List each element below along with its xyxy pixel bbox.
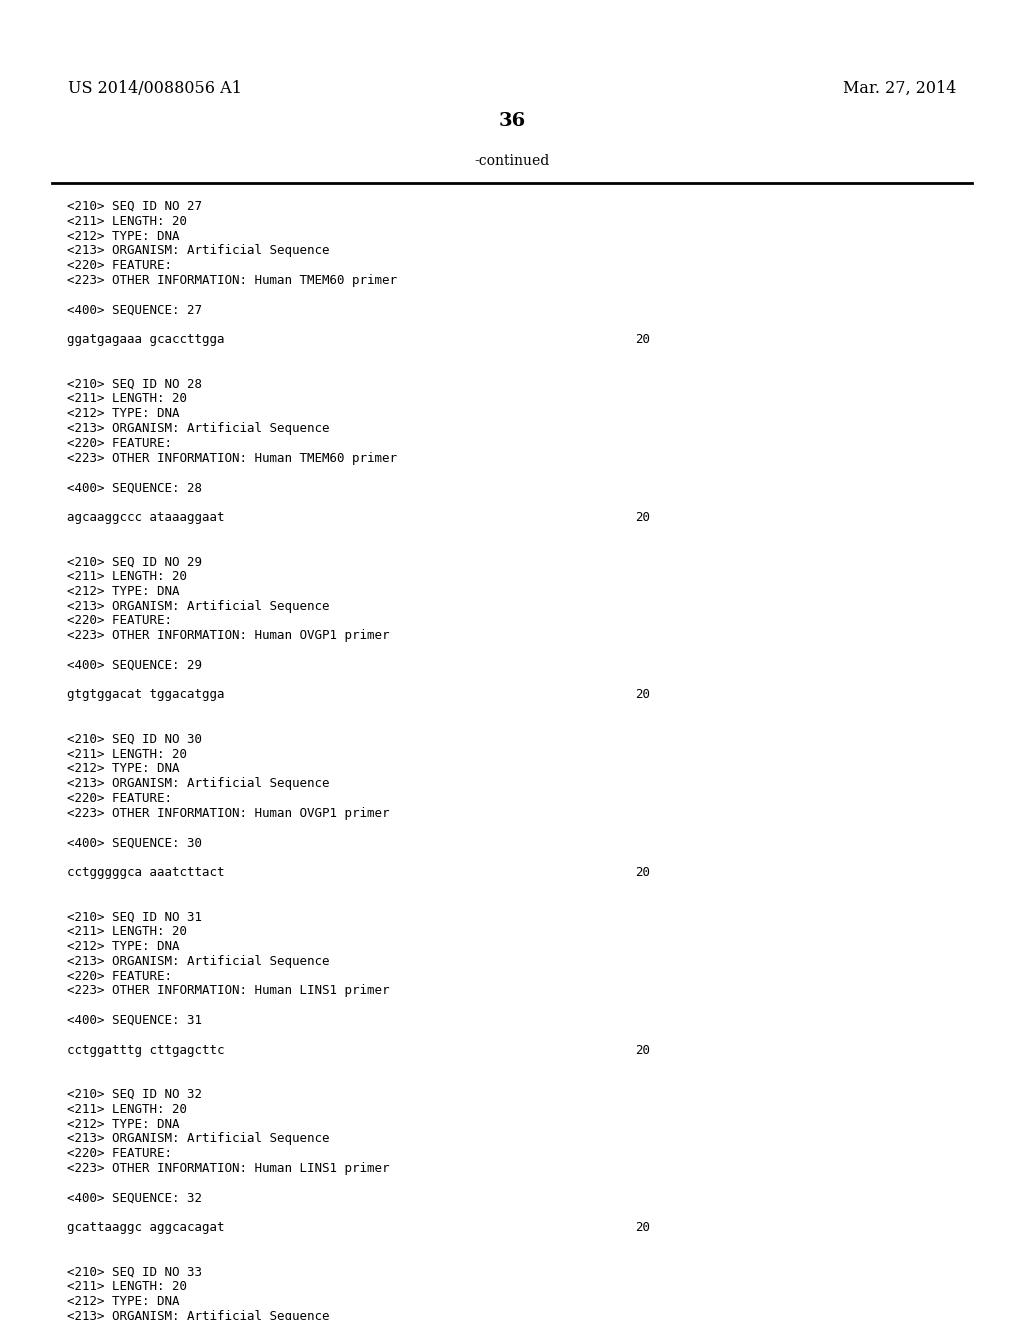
Text: cctggatttg cttgagcttc: cctggatttg cttgagcttc [67, 1044, 224, 1056]
Text: <223> OTHER INFORMATION: Human TMEM60 primer: <223> OTHER INFORMATION: Human TMEM60 pr… [67, 451, 397, 465]
Text: <223> OTHER INFORMATION: Human OVGP1 primer: <223> OTHER INFORMATION: Human OVGP1 pri… [67, 630, 389, 643]
Text: <220> FEATURE:: <220> FEATURE: [67, 437, 172, 450]
Text: <210> SEQ ID NO 29: <210> SEQ ID NO 29 [67, 556, 202, 568]
Text: <212> TYPE: DNA: <212> TYPE: DNA [67, 585, 179, 598]
Text: <211> LENGTH: 20: <211> LENGTH: 20 [67, 925, 187, 939]
Text: <400> SEQUENCE: 28: <400> SEQUENCE: 28 [67, 482, 202, 494]
Text: <223> OTHER INFORMATION: Human OVGP1 primer: <223> OTHER INFORMATION: Human OVGP1 pri… [67, 807, 389, 820]
Text: <212> TYPE: DNA: <212> TYPE: DNA [67, 763, 179, 775]
Text: <210> SEQ ID NO 28: <210> SEQ ID NO 28 [67, 378, 202, 391]
Text: Mar. 27, 2014: Mar. 27, 2014 [843, 81, 956, 96]
Text: <400> SEQUENCE: 29: <400> SEQUENCE: 29 [67, 659, 202, 672]
Text: <211> LENGTH: 20: <211> LENGTH: 20 [67, 1280, 187, 1294]
Text: <220> FEATURE:: <220> FEATURE: [67, 792, 172, 805]
Text: 20: 20 [635, 511, 650, 524]
Text: agcaaggccc ataaaggaat: agcaaggccc ataaaggaat [67, 511, 224, 524]
Text: <210> SEQ ID NO 32: <210> SEQ ID NO 32 [67, 1088, 202, 1101]
Text: US 2014/0088056 A1: US 2014/0088056 A1 [68, 81, 242, 96]
Text: 20: 20 [635, 1221, 650, 1234]
Text: <212> TYPE: DNA: <212> TYPE: DNA [67, 407, 179, 420]
Text: <210> SEQ ID NO 30: <210> SEQ ID NO 30 [67, 733, 202, 746]
Text: <400> SEQUENCE: 31: <400> SEQUENCE: 31 [67, 1014, 202, 1027]
Text: <211> LENGTH: 20: <211> LENGTH: 20 [67, 392, 187, 405]
Text: gcattaaggc aggcacagat: gcattaaggc aggcacagat [67, 1221, 224, 1234]
Text: <213> ORGANISM: Artificial Sequence: <213> ORGANISM: Artificial Sequence [67, 777, 330, 791]
Text: <212> TYPE: DNA: <212> TYPE: DNA [67, 1295, 179, 1308]
Text: <211> LENGTH: 20: <211> LENGTH: 20 [67, 570, 187, 583]
Text: 20: 20 [635, 866, 650, 879]
Text: <220> FEATURE:: <220> FEATURE: [67, 1147, 172, 1160]
Text: <223> OTHER INFORMATION: Human LINS1 primer: <223> OTHER INFORMATION: Human LINS1 pri… [67, 985, 389, 998]
Text: -continued: -continued [474, 154, 550, 168]
Text: 36: 36 [499, 112, 525, 129]
Text: ggatgagaaa gcaccttgga: ggatgagaaa gcaccttgga [67, 333, 224, 346]
Text: <400> SEQUENCE: 27: <400> SEQUENCE: 27 [67, 304, 202, 317]
Text: gtgtggacat tggacatgga: gtgtggacat tggacatgga [67, 689, 224, 701]
Text: <213> ORGANISM: Artificial Sequence: <213> ORGANISM: Artificial Sequence [67, 244, 330, 257]
Text: <220> FEATURE:: <220> FEATURE: [67, 259, 172, 272]
Text: <223> OTHER INFORMATION: Human LINS1 primer: <223> OTHER INFORMATION: Human LINS1 pri… [67, 1162, 389, 1175]
Text: <212> TYPE: DNA: <212> TYPE: DNA [67, 940, 179, 953]
Text: <213> ORGANISM: Artificial Sequence: <213> ORGANISM: Artificial Sequence [67, 954, 330, 968]
Text: <210> SEQ ID NO 27: <210> SEQ ID NO 27 [67, 201, 202, 213]
Text: <210> SEQ ID NO 31: <210> SEQ ID NO 31 [67, 911, 202, 924]
Text: 20: 20 [635, 1044, 650, 1056]
Text: <400> SEQUENCE: 32: <400> SEQUENCE: 32 [67, 1192, 202, 1205]
Text: <220> FEATURE:: <220> FEATURE: [67, 614, 172, 627]
Text: <220> FEATURE:: <220> FEATURE: [67, 970, 172, 982]
Text: <211> LENGTH: 20: <211> LENGTH: 20 [67, 215, 187, 228]
Text: <210> SEQ ID NO 33: <210> SEQ ID NO 33 [67, 1266, 202, 1279]
Text: <213> ORGANISM: Artificial Sequence: <213> ORGANISM: Artificial Sequence [67, 599, 330, 612]
Text: <211> LENGTH: 20: <211> LENGTH: 20 [67, 747, 187, 760]
Text: <211> LENGTH: 20: <211> LENGTH: 20 [67, 1102, 187, 1115]
Text: <223> OTHER INFORMATION: Human TMEM60 primer: <223> OTHER INFORMATION: Human TMEM60 pr… [67, 275, 397, 286]
Text: 20: 20 [635, 333, 650, 346]
Text: <213> ORGANISM: Artificial Sequence: <213> ORGANISM: Artificial Sequence [67, 422, 330, 436]
Text: <212> TYPE: DNA: <212> TYPE: DNA [67, 230, 179, 243]
Text: cctgggggca aaatcttact: cctgggggca aaatcttact [67, 866, 224, 879]
Text: 20: 20 [635, 689, 650, 701]
Text: <212> TYPE: DNA: <212> TYPE: DNA [67, 1118, 179, 1131]
Text: <213> ORGANISM: Artificial Sequence: <213> ORGANISM: Artificial Sequence [67, 1133, 330, 1146]
Text: <400> SEQUENCE: 30: <400> SEQUENCE: 30 [67, 837, 202, 849]
Text: <213> ORGANISM: Artificial Sequence: <213> ORGANISM: Artificial Sequence [67, 1309, 330, 1320]
